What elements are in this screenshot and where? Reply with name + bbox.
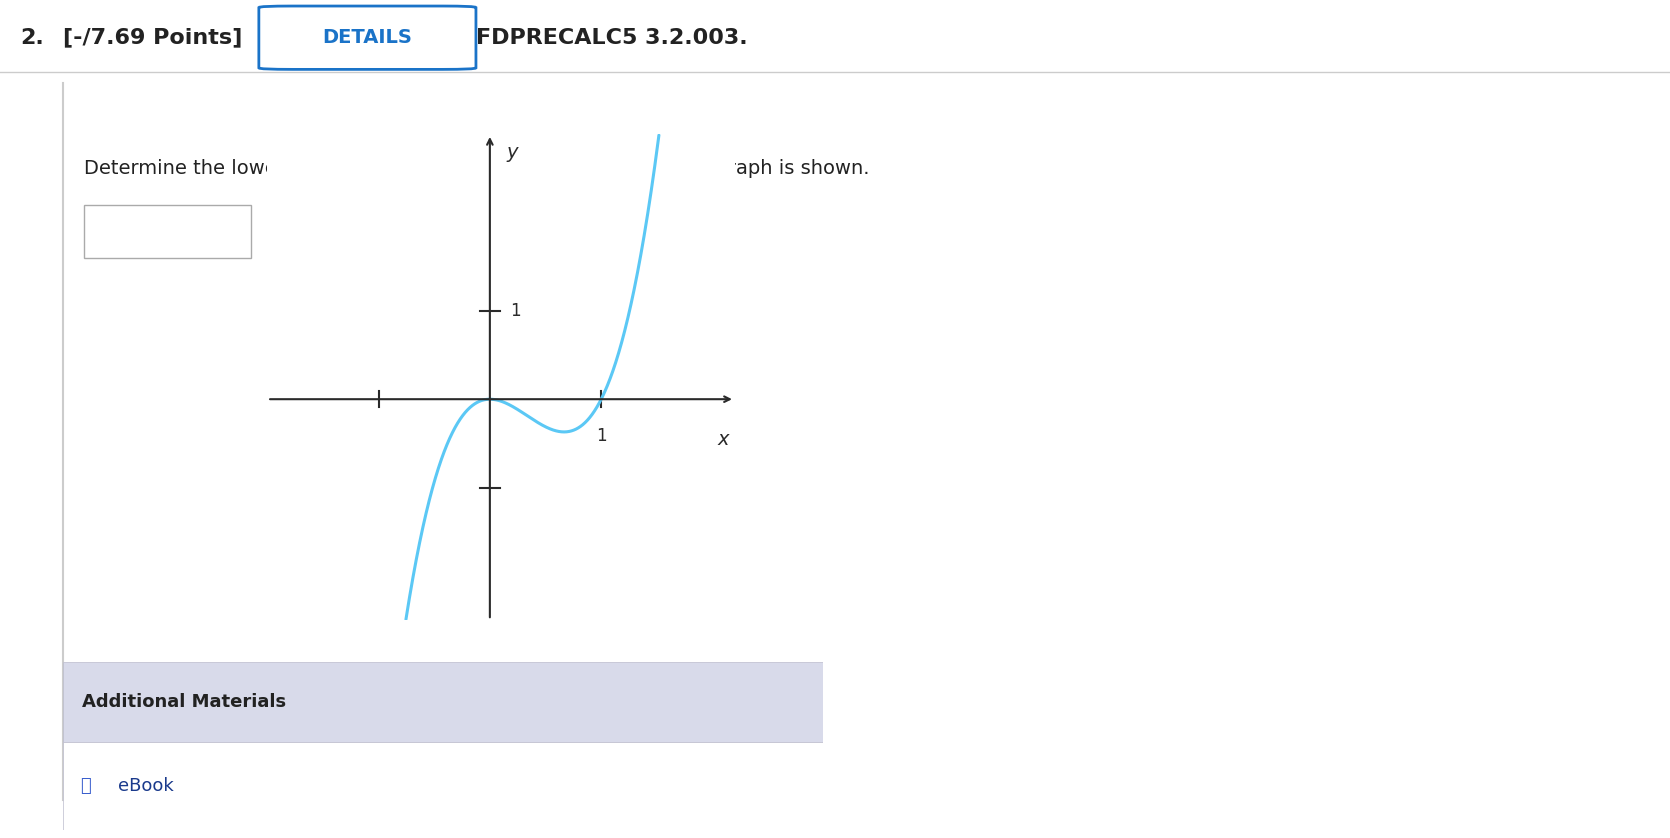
Text: Determine the lowest possible degree for the polynomial whose graph is shown.: Determine the lowest possible degree for… (84, 159, 868, 178)
FancyBboxPatch shape (84, 205, 250, 258)
Text: FDPRECALC5 3.2.003.: FDPRECALC5 3.2.003. (476, 28, 748, 48)
Text: x: x (718, 430, 730, 449)
Text: y: y (506, 143, 518, 162)
Text: 1: 1 (509, 302, 521, 320)
Text: Additional Materials: Additional Materials (82, 693, 287, 711)
Text: eBook: eBook (119, 777, 174, 795)
Text: 2.: 2. (20, 28, 43, 48)
Text: DETAILS: DETAILS (322, 28, 412, 47)
Text: [-/7.69 Points]: [-/7.69 Points] (63, 28, 242, 48)
Text: 📖: 📖 (80, 777, 90, 795)
FancyBboxPatch shape (259, 6, 476, 70)
FancyBboxPatch shape (63, 662, 823, 742)
Text: 1: 1 (596, 427, 606, 446)
FancyBboxPatch shape (63, 742, 823, 830)
